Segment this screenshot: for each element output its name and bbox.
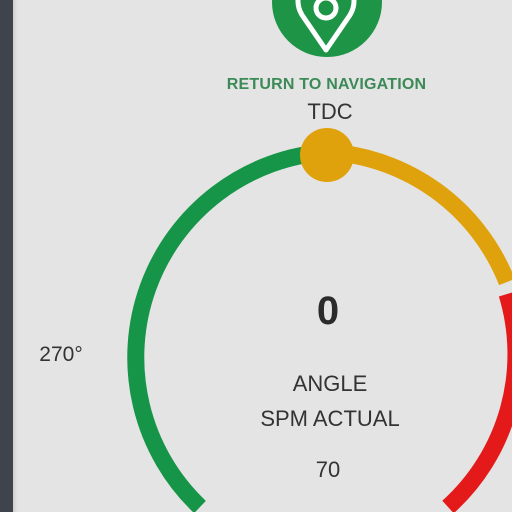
spm-actual-value: 70 xyxy=(315,457,341,482)
return-to-navigation-button[interactable] xyxy=(272,0,382,57)
location-pin-icon xyxy=(295,0,357,53)
spm-actual-label: SPM ACTUAL xyxy=(260,406,400,431)
side-panel-shadow xyxy=(13,0,18,512)
return-to-navigation-label[interactable]: RETURN TO NAVIGATION xyxy=(226,76,427,93)
angle-value: 0 xyxy=(316,289,340,333)
gauge-amber-arc xyxy=(327,143,512,286)
angle-label: ANGLE xyxy=(292,371,368,396)
tdc-marker-label: TDC xyxy=(307,99,353,124)
gauge-red-arc xyxy=(442,292,512,512)
side-panel-edge xyxy=(0,0,13,512)
gauge-green-arc xyxy=(127,143,329,512)
gauge-position-knob xyxy=(300,128,354,182)
deg-270-marker-label: 270° xyxy=(39,343,83,366)
